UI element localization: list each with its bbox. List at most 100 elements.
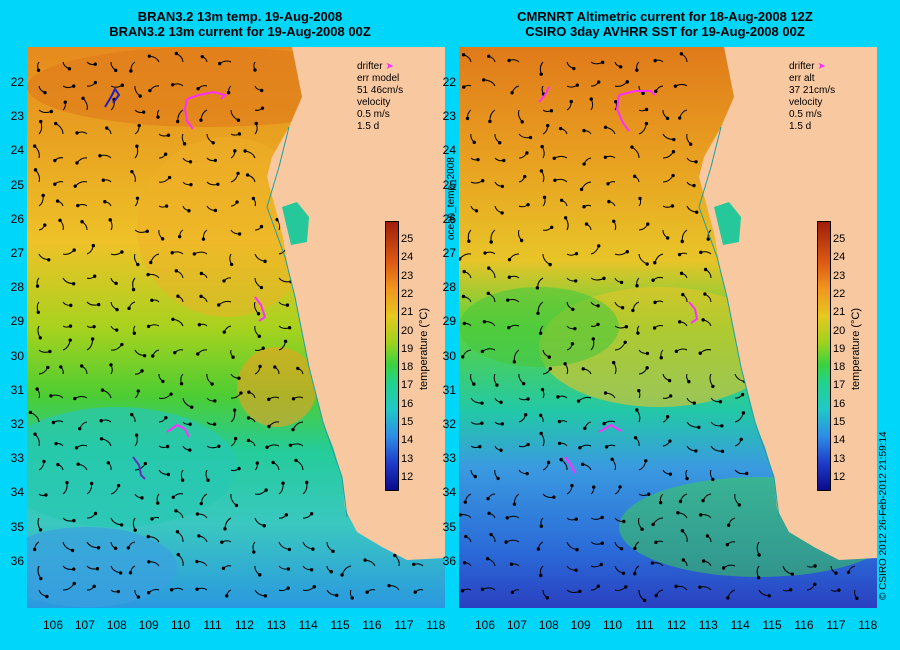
current-vector-head bbox=[703, 267, 708, 272]
current-vector-head bbox=[259, 224, 264, 229]
current-vector-head bbox=[92, 274, 97, 278]
current-vector-head bbox=[229, 262, 234, 267]
current-vector-head bbox=[607, 199, 611, 204]
current-vector-head bbox=[146, 324, 151, 329]
current-vector-head bbox=[188, 160, 193, 164]
right-lon-tick: 108 bbox=[538, 618, 559, 632]
current-vector-head bbox=[120, 342, 124, 347]
current-vector-head bbox=[846, 570, 851, 574]
current-vector-head bbox=[703, 292, 707, 296]
current-vector-head bbox=[135, 144, 139, 148]
current-vector-head bbox=[652, 326, 657, 330]
right-colorbar-tick: 15 bbox=[833, 416, 846, 428]
current-vector-head bbox=[211, 141, 215, 145]
current-vector-head bbox=[756, 575, 761, 580]
current-vector-head bbox=[103, 200, 107, 204]
current-vector-head bbox=[199, 118, 203, 122]
current-vector-head bbox=[55, 199, 60, 203]
current-vector-head bbox=[680, 528, 685, 533]
current-vector-head bbox=[56, 462, 60, 467]
current-vector-head bbox=[673, 84, 678, 88]
current-vector-head bbox=[667, 378, 672, 383]
current-vector-head bbox=[237, 466, 241, 471]
current-vector-head bbox=[237, 232, 242, 236]
current-vector-head bbox=[507, 257, 512, 262]
current-vector-head bbox=[739, 437, 743, 442]
current-vector-head bbox=[558, 126, 563, 131]
current-vector-head bbox=[480, 587, 485, 591]
current-vector-head bbox=[163, 152, 168, 156]
current-vector-head bbox=[161, 379, 165, 384]
current-vector-head bbox=[245, 173, 250, 177]
right-lon-tick: 112 bbox=[666, 618, 686, 632]
left-colorbar-tick: 18 bbox=[401, 361, 414, 374]
current-vector-head bbox=[195, 559, 199, 564]
current-vector-head bbox=[257, 334, 262, 339]
current-vector-head bbox=[136, 262, 140, 267]
current-vector-head bbox=[213, 399, 217, 403]
current-vector-head bbox=[126, 546, 131, 550]
current-vector-head bbox=[160, 237, 165, 241]
current-vector-head bbox=[412, 562, 416, 567]
current-vector-head bbox=[600, 60, 605, 65]
current-vector-head bbox=[243, 149, 247, 153]
current-vector-head bbox=[535, 286, 540, 290]
current-vector-head bbox=[510, 91, 514, 95]
current-vector-head bbox=[49, 109, 54, 114]
current-vector-head bbox=[726, 596, 730, 600]
current-vector-head bbox=[174, 51, 179, 56]
current-vector-head bbox=[120, 250, 124, 254]
current-vector-head bbox=[93, 80, 98, 85]
current-vector-head bbox=[740, 392, 745, 397]
current-vector-head bbox=[135, 196, 140, 200]
left-legend-err-label: err model bbox=[357, 73, 400, 84]
current-vector-head bbox=[480, 179, 485, 183]
right-lat-tick: 26 bbox=[442, 211, 456, 226]
current-vector-head bbox=[63, 100, 67, 104]
current-vector-head bbox=[539, 169, 544, 173]
current-vector-head bbox=[596, 304, 600, 308]
current-vector-head bbox=[147, 560, 151, 564]
current-vector-head bbox=[603, 155, 608, 159]
current-vector-head bbox=[574, 568, 578, 572]
current-vector-head bbox=[665, 415, 670, 419]
right-lon-tick: 117 bbox=[826, 618, 846, 632]
current-vector-head bbox=[489, 240, 493, 244]
left-lat-tick: 22 bbox=[10, 75, 24, 89]
current-vector-head bbox=[467, 239, 471, 243]
current-vector-head bbox=[499, 400, 503, 405]
current-vector-head bbox=[182, 142, 187, 146]
current-vector-head bbox=[813, 564, 817, 568]
left-lat-tick: 30 bbox=[10, 348, 24, 363]
current-vector-head bbox=[672, 137, 676, 142]
current-vector-head bbox=[480, 349, 485, 354]
current-vector-head bbox=[837, 588, 841, 592]
current-vector-head bbox=[654, 89, 658, 94]
current-vector-head bbox=[578, 589, 582, 594]
current-vector-head bbox=[720, 449, 725, 454]
right-map-panel[interactable]: drifter ➤ err alt 37 21cm/s velocity 0.5… bbox=[459, 47, 877, 608]
current-vector-head bbox=[192, 252, 197, 256]
current-vector-head bbox=[221, 566, 226, 571]
current-vector-head bbox=[35, 284, 40, 288]
current-vector-head bbox=[688, 142, 693, 146]
current-vector-head bbox=[645, 262, 649, 266]
left-lon-tick: 116 bbox=[362, 618, 382, 632]
current-vector-head bbox=[698, 585, 702, 589]
current-vector-head bbox=[146, 534, 150, 539]
current-vector-head bbox=[692, 183, 696, 188]
left-legend-velocity: velocity bbox=[357, 97, 391, 108]
current-vector-head bbox=[217, 444, 221, 448]
current-vector-head bbox=[552, 156, 556, 160]
current-vector-head bbox=[259, 88, 264, 93]
current-vector-head bbox=[195, 587, 199, 591]
current-vector-head bbox=[284, 513, 288, 517]
left-map-panel[interactable]: drifter ➤ err model 51 46cm/s velocity 0… bbox=[27, 47, 445, 608]
right-colorbar-tick: 16 bbox=[833, 397, 846, 410]
current-vector-head bbox=[39, 576, 43, 581]
current-vector-head bbox=[473, 474, 477, 479]
right-legend-err-value: 37 21cm/s bbox=[789, 85, 836, 96]
current-vector-head bbox=[134, 433, 139, 437]
current-vector-head bbox=[507, 275, 512, 279]
current-vector-head bbox=[540, 144, 544, 149]
